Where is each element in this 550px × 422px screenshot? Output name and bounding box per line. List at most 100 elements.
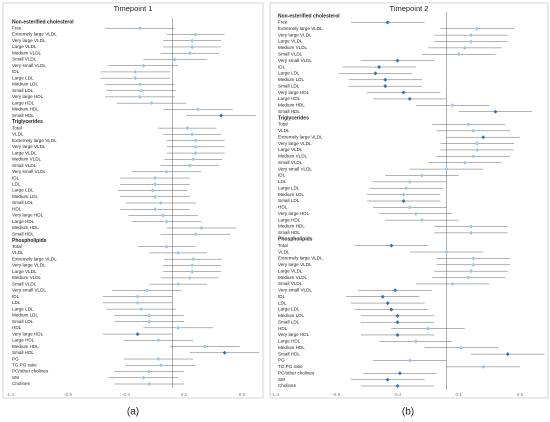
- point-estimate: [481, 135, 486, 140]
- point-estimate: [413, 211, 418, 216]
- row-label: Medium HDL: [278, 103, 305, 108]
- row-label: Very large HDL: [278, 90, 310, 95]
- point-estimate: [187, 275, 192, 280]
- row-label: LDL: [278, 300, 287, 305]
- point-estimate: [505, 352, 510, 357]
- point-estimate: [135, 300, 140, 305]
- x-tick-label: 0.1: [181, 392, 188, 397]
- point-estimate: [469, 230, 473, 235]
- point-estimate: [469, 224, 473, 229]
- row-label: Large VLDL: [12, 150, 37, 155]
- row-label: Medium LDL: [12, 313, 38, 318]
- row-label: IDL: [278, 64, 286, 69]
- row-label: Medium LDL: [278, 313, 304, 318]
- row-label: Small HDL: [12, 113, 34, 118]
- point-estimate: [401, 90, 406, 95]
- row-label: Very small VLDL: [278, 288, 312, 293]
- row-label: TG:PG ratio: [278, 364, 303, 369]
- point-estimate: [395, 384, 400, 388]
- row-label: Small HDL: [278, 351, 300, 356]
- point-estimate: [459, 345, 464, 350]
- point-estimate: [395, 332, 400, 337]
- point-estimate: [481, 364, 486, 369]
- point-estimate: [466, 275, 471, 280]
- row-label: Medium LDL: [12, 194, 38, 199]
- row-label: Extremely large VLDL: [12, 32, 57, 37]
- row-label: Large VLDL: [12, 269, 37, 274]
- row-label: Small LDL: [278, 83, 300, 88]
- point-estimate: [139, 307, 144, 312]
- row-label: HDL: [12, 325, 22, 330]
- row-label: Medium LDL: [278, 77, 304, 82]
- point-estimate: [190, 38, 195, 43]
- row-label: Medium VLDL: [278, 275, 308, 280]
- point-estimate: [147, 313, 152, 318]
- row-label: Medium VLDL: [12, 50, 42, 55]
- row-label: IDL: [12, 69, 20, 74]
- row-label: IDL: [12, 175, 20, 180]
- point-estimate: [153, 176, 157, 181]
- point-estimate: [190, 44, 195, 49]
- row-label: TG:PG ratio: [12, 362, 37, 367]
- point-estimate: [193, 32, 198, 37]
- point-estimate: [413, 339, 418, 344]
- point-estimate: [193, 138, 198, 143]
- group-header: Phospholipids: [12, 238, 47, 244]
- row-label: Total: [12, 244, 22, 249]
- row-label: HDL: [12, 206, 22, 211]
- point-estimate: [420, 218, 424, 223]
- row-label: Small VLDL: [278, 51, 303, 56]
- row-label: Extremely large VLDL: [278, 134, 323, 139]
- point-estimate: [158, 201, 163, 205]
- row-label: Large LDL: [12, 188, 34, 193]
- point-estimate: [187, 51, 192, 56]
- point-estimate: [395, 320, 400, 325]
- row-label: Large HDL: [12, 338, 35, 343]
- point-estimate: [191, 157, 196, 162]
- row-label: Very small VLDL: [12, 169, 46, 174]
- row-label: PG: [12, 356, 19, 361]
- panel-title: Timepoint 2: [390, 4, 429, 13]
- point-estimate: [475, 141, 480, 146]
- point-estimate: [193, 232, 198, 237]
- x-tick-label: -0.4: [394, 392, 402, 397]
- point-estimate: [407, 205, 412, 210]
- row-label: Medium HDL: [278, 345, 305, 350]
- group-header: Non-esterified cholesterol: [12, 19, 74, 25]
- row-label: Medium HDL: [12, 344, 39, 349]
- row-label: PC/other cholines: [12, 369, 49, 374]
- row-label: VLDL: [278, 128, 290, 133]
- row-label: Large HDL: [278, 96, 301, 101]
- point-estimate: [144, 288, 149, 293]
- row-label: Free: [278, 20, 288, 25]
- point-estimate: [176, 325, 181, 330]
- row-label: Large LDL: [278, 185, 300, 190]
- row-label: Medium VLDL: [278, 154, 308, 159]
- point-estimate: [395, 313, 400, 318]
- point-estimate: [401, 199, 406, 203]
- point-estimate: [190, 132, 195, 137]
- row-label: Medium VLDL: [12, 275, 42, 280]
- point-estimate: [462, 45, 467, 50]
- point-estimate: [137, 26, 142, 31]
- row-label: Small HDL: [278, 230, 300, 235]
- point-estimate: [466, 122, 471, 127]
- point-estimate: [147, 382, 152, 386]
- point-estimate: [176, 282, 181, 287]
- row-label: Very large VLDL: [12, 38, 46, 43]
- row-label: VLDL: [12, 250, 24, 255]
- point-estimate: [389, 243, 394, 248]
- row-label: Large LDL: [12, 306, 34, 311]
- row-label: Large LDL: [278, 71, 300, 76]
- panel-frame: [2, 2, 264, 399]
- row-label: Very large HDL: [12, 331, 44, 336]
- point-estimate: [471, 256, 476, 261]
- row-label: Very small VLDL: [278, 58, 312, 63]
- point-estimate: [195, 107, 200, 112]
- point-estimate: [137, 82, 142, 87]
- point-estimate: [156, 338, 161, 343]
- point-estimate: [420, 173, 424, 178]
- point-estimate: [407, 179, 412, 184]
- row-label: Small LDL: [12, 319, 34, 324]
